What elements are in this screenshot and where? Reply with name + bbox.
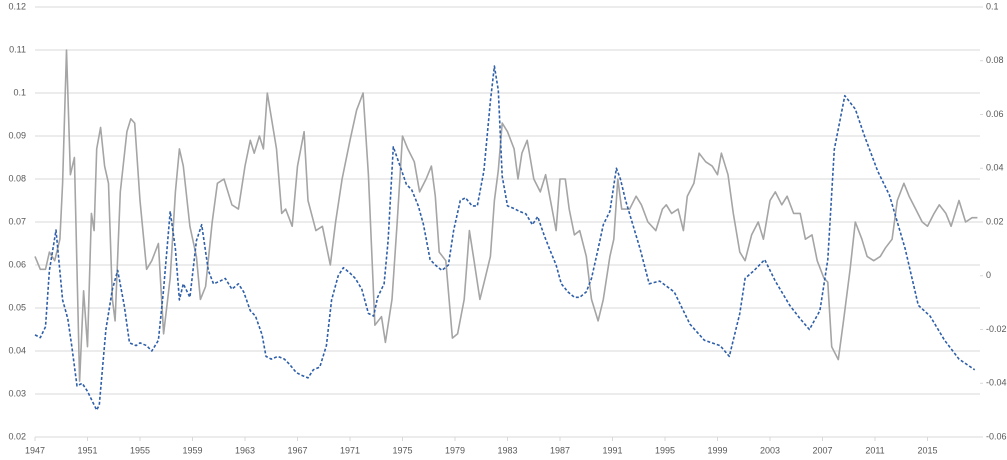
x-tick-label: 1947 (25, 445, 45, 455)
y-tick-label: 0.05 (8, 302, 26, 312)
x-tick-label: 1963 (235, 445, 255, 455)
y-tick-label: 0.06 (8, 259, 26, 269)
y2-tick-label: 0 (986, 270, 991, 280)
y-tick-label: 0.12 (8, 1, 26, 11)
x-tick-label: 2011 (865, 445, 884, 455)
y2-tick-label: -0.02 (986, 324, 1007, 334)
y-tick-label: 0.07 (8, 216, 26, 226)
x-tick-label: 2003 (760, 445, 780, 455)
x-tick-label: 1995 (655, 445, 675, 455)
x-tick-label: 1991 (602, 445, 622, 455)
y2-tick-label: 0.02 (986, 216, 1004, 226)
y-tick-label: 0.1 (13, 87, 26, 97)
y2-tick-label: 0.08 (986, 55, 1004, 65)
x-tick-label: 1975 (392, 445, 412, 455)
x-tick-label: 2007 (812, 445, 832, 455)
y2-tick-label: 0.04 (986, 163, 1004, 173)
y-tick-label: 0.08 (8, 173, 26, 183)
y2-tick-label: 0.06 (986, 109, 1004, 119)
y2-tick-label: 0.1 (986, 1, 999, 11)
series-line (34, 49, 978, 382)
x-tick-label: 1951 (77, 445, 97, 455)
x-tick-label: 2015 (917, 445, 937, 455)
y-tick-label: 0.04 (8, 345, 26, 355)
y2-tick-label: -0.06 (986, 431, 1007, 441)
y-tick-label: 0.11 (9, 44, 26, 54)
series-line (34, 65, 976, 411)
x-tick-label: 1999 (707, 445, 727, 455)
x-tick-label: 1955 (130, 445, 150, 455)
x-tick-label: 1983 (497, 445, 517, 455)
y-tick-label: 0.02 (8, 431, 26, 441)
y2-tick-label: -0.04 (986, 378, 1007, 388)
x-tick-label: 1971 (340, 445, 360, 455)
x-tick-label: 1987 (550, 445, 570, 455)
y-tick-label: 0.03 (8, 388, 26, 398)
x-tick-label: 1979 (445, 445, 465, 455)
x-tick-label: 1967 (287, 445, 307, 455)
x-tick-label: 1959 (182, 445, 202, 455)
y-tick-label: 0.09 (8, 130, 26, 140)
